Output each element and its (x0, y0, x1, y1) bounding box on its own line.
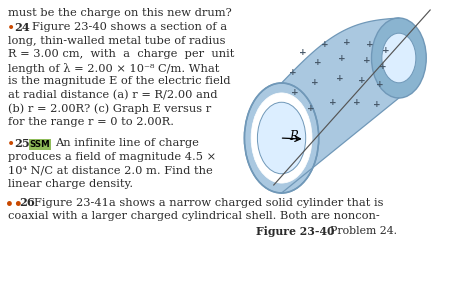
Text: +: + (321, 39, 328, 49)
Text: 25: 25 (15, 138, 30, 149)
Ellipse shape (382, 33, 416, 83)
Text: is the magnitude E of the electric field: is the magnitude E of the electric field (8, 76, 230, 86)
Text: R = 3.00 cm,  with  a  charge  per  unit: R = 3.00 cm, with a charge per unit (8, 49, 234, 59)
FancyBboxPatch shape (29, 139, 51, 150)
Text: +: + (299, 47, 307, 57)
Text: +: + (383, 45, 390, 55)
Text: 26: 26 (19, 197, 35, 208)
Text: produces a field of magnitude 4.5 ×: produces a field of magnitude 4.5 × (8, 152, 216, 162)
Text: •: • (7, 22, 15, 36)
Text: +: + (314, 57, 321, 66)
Text: +: + (358, 76, 365, 85)
Text: +: + (328, 97, 336, 106)
Text: Figure 23-40 shows a section of a: Figure 23-40 shows a section of a (32, 22, 228, 32)
Text: +: + (311, 78, 319, 87)
Text: must be the charge on this new drum?: must be the charge on this new drum? (8, 8, 232, 18)
Text: ••: •• (5, 197, 23, 212)
Text: Figure 23-40: Figure 23-40 (256, 226, 335, 237)
Text: +: + (307, 103, 315, 112)
Text: 24: 24 (15, 22, 30, 33)
Text: An infinite line of charge: An infinite line of charge (55, 138, 199, 148)
Text: 10⁴ N/C at distance 2.0 m. Find the: 10⁴ N/C at distance 2.0 m. Find the (8, 165, 212, 175)
Text: Problem 24.: Problem 24. (323, 226, 397, 236)
Ellipse shape (245, 83, 319, 193)
Text: •: • (7, 138, 15, 152)
Text: +: + (353, 97, 361, 106)
Text: +: + (343, 37, 351, 47)
Text: +: + (338, 53, 346, 62)
Text: Figure 23-41a shows a narrow charged solid cylinder that is: Figure 23-41a shows a narrow charged sol… (34, 197, 384, 208)
Polygon shape (282, 18, 399, 193)
Text: at radial distance (a) r = R/2.00 and: at radial distance (a) r = R/2.00 and (8, 89, 217, 100)
Text: +: + (290, 68, 297, 76)
Text: coaxial with a larger charged cylindrical shell. Both are noncon-: coaxial with a larger charged cylindrica… (8, 211, 380, 221)
Text: R: R (290, 130, 298, 143)
Ellipse shape (372, 18, 426, 98)
Text: (b) r = 2.00R? (c) Graph E versus r: (b) r = 2.00R? (c) Graph E versus r (8, 103, 211, 114)
Text: +: + (375, 80, 383, 89)
Text: +: + (337, 74, 344, 82)
Text: +: + (366, 39, 374, 49)
Text: length of λ = 2.00 × 10⁻⁸ C/m. What: length of λ = 2.00 × 10⁻⁸ C/m. What (8, 62, 219, 74)
Text: linear charge density.: linear charge density. (8, 179, 133, 189)
Text: +: + (292, 87, 299, 97)
Text: +: + (373, 99, 380, 108)
Text: long, thin-walled metal tube of radius: long, thin-walled metal tube of radius (8, 36, 225, 45)
Text: for the range r = 0 to 2.00R.: for the range r = 0 to 2.00R. (8, 116, 174, 126)
Ellipse shape (251, 93, 312, 183)
Text: +: + (379, 62, 387, 70)
Text: +: + (363, 55, 370, 64)
Ellipse shape (257, 102, 306, 174)
Text: SSM: SSM (30, 140, 50, 149)
